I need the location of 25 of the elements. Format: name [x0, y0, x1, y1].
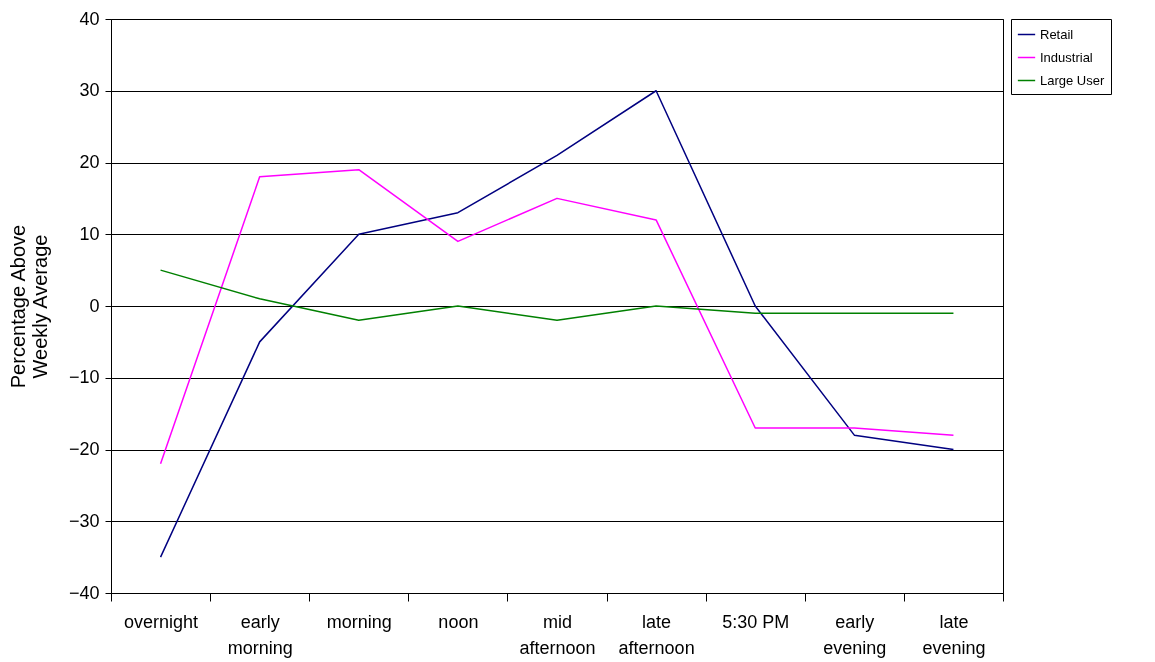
x-tick-label: 5:30 PM	[722, 611, 790, 632]
y-axis-title: Percentage Above Weekly Average	[6, 224, 51, 389]
legend-label: Industrial	[1040, 49, 1093, 65]
y-tick-label: −10	[68, 367, 100, 388]
x-tick-label: late afternoon	[618, 611, 695, 658]
x-tick-label: morning	[326, 611, 392, 632]
y-tick-label: 0	[89, 295, 100, 316]
y-tick-label: −40	[68, 582, 100, 603]
y-tick-label: −30	[68, 510, 100, 531]
x-tick-label: noon	[438, 611, 479, 632]
y-tick-label: 10	[79, 223, 100, 244]
line-series	[159, 168, 955, 465]
line-series	[159, 269, 955, 322]
x-tick-label: early morning	[227, 611, 293, 658]
y-tick-label: 20	[79, 152, 100, 172]
line-series	[159, 90, 955, 558]
x-tick-label: overnight	[124, 611, 199, 632]
x-tick-label: early evening	[823, 611, 887, 658]
x-tick-label: late evening	[922, 611, 986, 658]
legend-label: Retail	[1040, 26, 1074, 42]
x-tick-label: mid afternoon	[519, 611, 596, 658]
legend-label: Large User	[1040, 72, 1105, 88]
y-tick-label: −20	[68, 439, 100, 459]
y-tick-label: 30	[79, 80, 100, 101]
y-tick-label: 40	[79, 8, 100, 29]
